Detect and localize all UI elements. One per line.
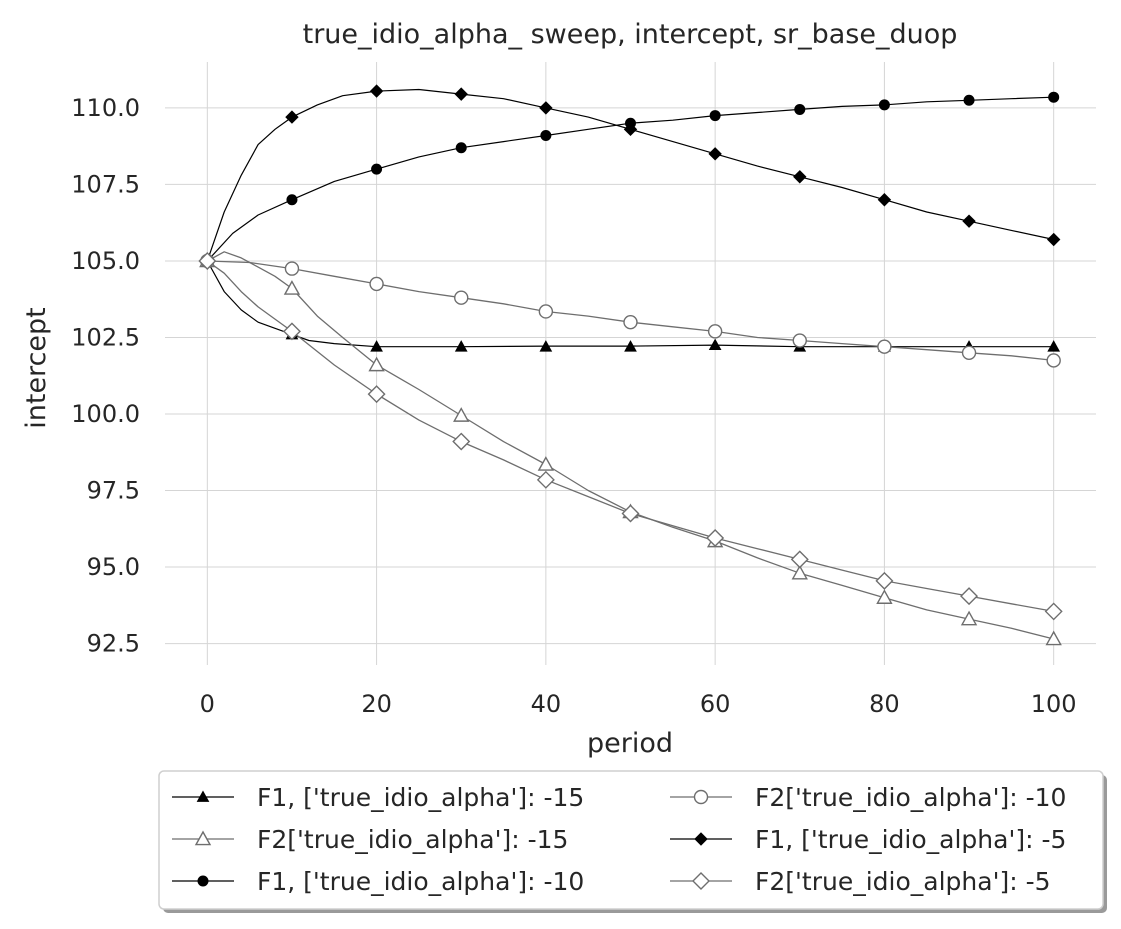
data-point-series-4: [877, 339, 892, 354]
data-point-series-6: [790, 550, 809, 569]
data-point-series-3: [963, 94, 975, 106]
data-point-series-5: [708, 147, 722, 161]
data-point-series-6: [1044, 602, 1063, 621]
data-point-series-2: [283, 280, 301, 295]
data-point-series-4: [538, 304, 554, 319]
data-point-series-3: [540, 129, 552, 141]
data-point-series-6: [960, 587, 979, 606]
data-point-series-6: [536, 470, 555, 489]
data-point-series-3: [1048, 91, 1060, 103]
data-point-series-5: [369, 84, 384, 98]
legend-label-4: F2['true_idio_alpha']: -10: [755, 783, 1066, 812]
data-point-series-1: [624, 340, 637, 352]
data-point-series-4: [707, 324, 723, 339]
y-tick-label: 95.0: [87, 553, 140, 581]
data-point-series-3: [878, 99, 890, 111]
data-point-series-1: [539, 340, 553, 352]
data-point-series-4: [792, 333, 807, 348]
x-tick-label: 60: [700, 690, 731, 718]
data-point-series-2: [1045, 630, 1062, 646]
data-point-series-4: [1046, 353, 1061, 368]
data-point-series-2: [876, 589, 893, 604]
data-point-series-2: [368, 356, 385, 372]
data-point-series-3: [709, 110, 721, 122]
y-tick-labels: 92.5 95.0 97.5 100.0 102.5 105.0 107.5 110.0: [71, 94, 140, 658]
legend-marker-5: [694, 832, 708, 846]
legend: F1, ['true_idio_alpha']: -15 F2['true_idi…: [158, 770, 1107, 913]
data-point-series-6: [875, 571, 894, 590]
x-tick-label: 0: [200, 690, 215, 718]
y-tick-label: 105.0: [71, 247, 140, 275]
data-point-series-5: [454, 87, 468, 101]
x-tick-label: 80: [869, 690, 900, 718]
data-point-series-5: [539, 101, 553, 115]
data-point-series-3: [371, 163, 383, 175]
series-markers: [198, 84, 1063, 646]
grid: [165, 62, 1096, 665]
y-tick-label: 92.5: [87, 630, 140, 658]
data-point-series-5: [962, 214, 976, 228]
data-point-series-6: [621, 504, 640, 523]
series-line-1: [206, 260, 1054, 348]
data-point-series-5: [1046, 232, 1061, 247]
data-point-series-4: [454, 290, 469, 305]
chart-title: true_idio_alpha_ sweep, intercept, sr_ba…: [303, 19, 958, 50]
series-line-5: [206, 88, 1054, 262]
data-point-series-6: [198, 251, 217, 270]
series-line-2: [206, 251, 1054, 640]
data-point-series-1: [708, 338, 722, 351]
legend-label-6: F2['true_idio_alpha']: -5: [755, 867, 1051, 896]
data-point-series-5: [877, 193, 892, 207]
data-point-series-1: [370, 340, 383, 352]
x-axis-label: period: [587, 728, 673, 759]
data-point-series-1: [1047, 340, 1061, 352]
series-line-6: [206, 260, 1054, 613]
data-point-series-5: [285, 110, 299, 124]
data-point-series-2: [453, 407, 470, 422]
legend-label-1: F1, ['true_idio_alpha']: -15: [257, 783, 584, 812]
y-tick-label: 100.0: [71, 400, 140, 428]
data-point-series-6: [452, 432, 471, 451]
legend-label-2: F2['true_idio_alpha']: -15: [257, 825, 568, 854]
data-point-series-3: [455, 142, 467, 154]
series-lines: [206, 88, 1054, 640]
data-point-series-3: [794, 103, 806, 115]
y-tick-label: 97.5: [87, 477, 140, 505]
data-point-series-4: [961, 345, 977, 360]
data-point-series-1: [454, 340, 468, 352]
y-axis-label: intercept: [21, 307, 52, 429]
legend-marker-6: [692, 872, 710, 890]
legend-box: [158, 770, 1104, 910]
data-point-series-6: [706, 528, 725, 547]
data-point-series-6: [282, 322, 301, 341]
y-tick-label: 107.5: [71, 170, 140, 198]
y-tick-label: 110.0: [71, 94, 140, 122]
data-point-series-5: [793, 170, 807, 184]
data-point-series-4: [623, 314, 638, 330]
legend-label-3: F1, ['true_idio_alpha']: -10: [257, 867, 584, 896]
y-tick-label: 102.5: [71, 323, 140, 351]
x-tick-labels: 0 20 40 60 80 100: [200, 690, 1077, 718]
legend-marker-3: [197, 875, 209, 887]
x-tick-label: 100: [1031, 690, 1077, 718]
data-point-series-5: [623, 122, 638, 137]
data-point-series-4: [284, 261, 300, 276]
data-point-series-4: [369, 276, 384, 292]
data-point-series-6: [367, 385, 386, 404]
legend-marker-1: [196, 790, 210, 802]
legend-marker-4: [693, 789, 709, 805]
data-point-series-3: [286, 194, 298, 206]
legend-label-5: F1, ['true_idio_alpha']: -5: [755, 825, 1066, 854]
data-point-series-2: [960, 610, 978, 626]
x-tick-label: 40: [531, 690, 562, 718]
series-line-3: [206, 96, 1054, 262]
legend-marker-2: [194, 830, 212, 846]
data-point-series-2: [791, 564, 808, 580]
x-tick-label: 20: [361, 690, 392, 718]
data-point-series-2: [537, 456, 555, 471]
